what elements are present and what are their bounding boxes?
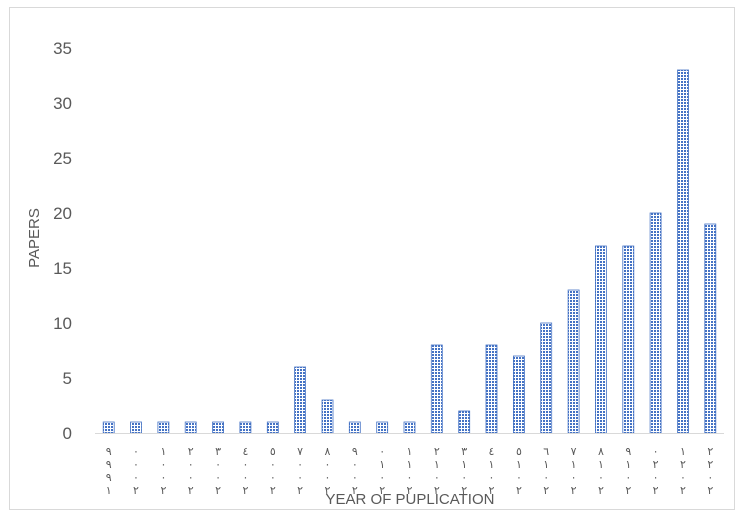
bar: [513, 355, 525, 434]
bar: [540, 322, 553, 434]
y-tick-label: 0: [63, 424, 72, 443]
bar: [102, 421, 115, 434]
bar: [184, 421, 197, 434]
y-axis-ticks: 0 5 10 15 20 25 30 35: [53, 39, 72, 443]
bar: [430, 344, 443, 434]
x-axis-title: YEAR OF PUPLICATION: [326, 491, 495, 508]
bar: [403, 421, 416, 434]
bar: [458, 410, 471, 434]
bar: [294, 366, 307, 434]
y-tick-label: 10: [53, 314, 72, 333]
bar: [321, 399, 334, 434]
bar: [130, 421, 142, 434]
bar: [595, 245, 607, 434]
bar: [348, 421, 361, 434]
y-axis-title: PAPERS: [26, 208, 43, 268]
bar: [157, 421, 170, 434]
y-tick-label: 35: [53, 39, 72, 58]
bar: [649, 212, 662, 434]
y-tick-label: 30: [53, 94, 72, 113]
bar: [622, 245, 635, 434]
y-tick-label: 5: [63, 369, 72, 388]
bar: [704, 223, 717, 434]
bar: [677, 69, 689, 434]
bars: [102, 69, 717, 434]
chart-frame: [9, 7, 735, 510]
bar: [239, 421, 252, 434]
bar: [376, 421, 389, 434]
bar: [485, 344, 498, 434]
y-tick-label: 15: [53, 259, 72, 278]
bar: [567, 289, 580, 434]
bar: [266, 421, 279, 434]
bar: [212, 421, 225, 434]
y-tick-label: 25: [53, 149, 72, 168]
x-axis-ticks: ٩ ٩ ٩ ١ ٠ ٠ ٠ ٢ ١ ٠ ٠ ٢ ٢ ٠ ٠ ٢ ٣ ٠ ٠ ٢ ٤ ٠ ٠ ٢ ٥ ٠ ٠ ٢ ٧ ٠ ٠ ٢ ٨ ٠ ٠ ٢ ٩ ٠ ٠ ٢…: [106, 445, 714, 497]
y-tick-label: 20: [53, 204, 72, 223]
